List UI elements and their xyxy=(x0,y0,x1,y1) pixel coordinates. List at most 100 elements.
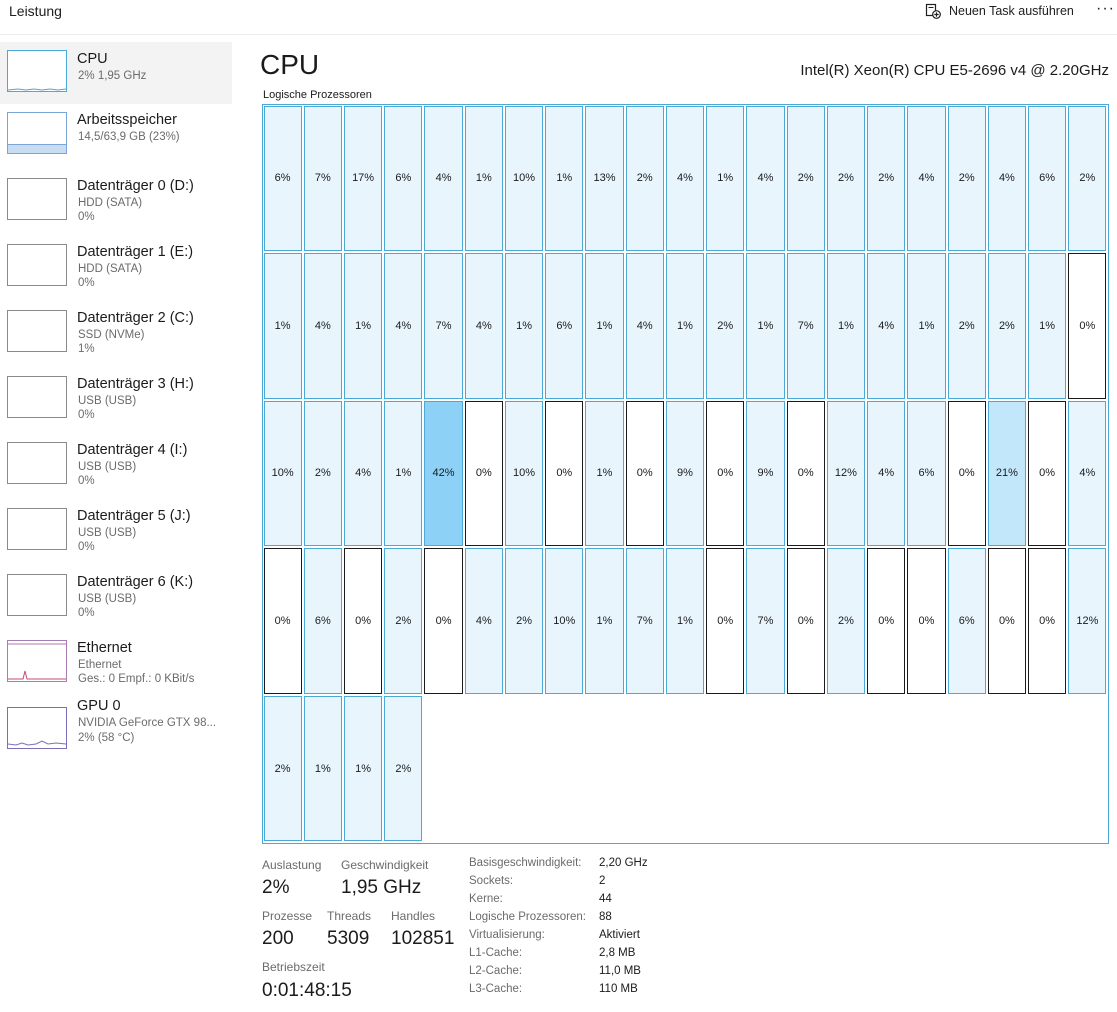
sidebar-item-value: 0% xyxy=(78,607,95,619)
logical-processor-cell: 1% xyxy=(585,400,624,547)
logical-processor-cell: 1% xyxy=(665,548,705,694)
logical-processor-cell: 0% xyxy=(1028,400,1067,547)
sidebar-item-disk-1[interactable]: Datenträger 1 (E:) HDD (SATA) 0% xyxy=(0,235,232,297)
logical-processor-cell: 4% xyxy=(746,105,785,252)
logical-processor-cell: 4% xyxy=(303,253,342,399)
speed-label: Geschwindigkeit xyxy=(341,858,429,872)
spec-value: 110 MB xyxy=(599,983,638,995)
sidebar-item-ethernet[interactable]: Ethernet Ethernet Ges.: 0 Empf.: 0 KBit/s xyxy=(0,631,232,693)
logical-processor-cell: 4% xyxy=(384,253,423,399)
thumbnail-disk-1-graph xyxy=(7,244,67,286)
more-options-button[interactable]: ··· xyxy=(1096,0,1115,17)
logical-processor-cell: 2% xyxy=(826,105,866,252)
sidebar-item-title: Datenträger 5 (J:) xyxy=(77,508,191,524)
sidebar-item-title: GPU 0 xyxy=(77,698,121,714)
logical-processor-cell: 1% xyxy=(343,695,383,842)
logical-processor-cell: 10% xyxy=(263,400,302,547)
sidebar-item-disk-6[interactable]: Datenträger 6 (K:) USB (USB) 0% xyxy=(0,565,232,627)
logical-processor-cell: 10% xyxy=(504,400,544,547)
spec-label: Virtualisierung: xyxy=(469,929,545,941)
sidebar-item-memory[interactable]: Arbeitsspeicher 14,5/63,9 GB (23%) xyxy=(0,103,232,165)
logical-processor-cell: 0% xyxy=(1028,548,1067,694)
spec-value: 44 xyxy=(599,893,612,905)
logical-processor-cell: 9% xyxy=(665,400,705,547)
logical-processor-cell: 1% xyxy=(746,253,785,399)
sidebar-item-disk-2[interactable]: Datenträger 2 (C:) SSD (NVMe) 1% xyxy=(0,301,232,363)
logical-processor-cell: 0% xyxy=(424,548,463,694)
logical-processor-cell: 12% xyxy=(1068,548,1107,694)
logical-processor-cell: 1% xyxy=(907,253,946,399)
sidebar-item-value: 2% (58 °C) xyxy=(78,732,135,744)
logical-processors-label: Logische Prozessoren xyxy=(263,89,372,101)
logical-processor-cell: 0% xyxy=(464,400,503,547)
logical-processor-cell: 0% xyxy=(1068,253,1107,399)
sidebar-item-gpu[interactable]: GPU 0 NVIDIA GeForce GTX 98... 2% (58 °C) xyxy=(0,696,232,758)
sidebar-item-subtitle: USB (USB) xyxy=(78,527,137,539)
logical-processor-cell: 1% xyxy=(1028,253,1067,399)
spec-label: Basisgeschwindigkeit: xyxy=(469,857,582,869)
spec-label: Logische Prozessoren: xyxy=(469,911,586,923)
processes-value: 200 xyxy=(262,928,294,949)
sidebar-item-title: CPU xyxy=(77,51,108,67)
spec-value: Aktiviert xyxy=(599,929,640,941)
logical-processor-cell: 42% xyxy=(424,400,463,547)
thumbnail-disk-0-graph xyxy=(7,178,67,220)
logical-processor-cell: 0% xyxy=(343,548,383,694)
sidebar-item-disk-0[interactable]: Datenträger 0 (D:) HDD (SATA) 0% xyxy=(0,169,232,231)
logical-processor-cell: 2% xyxy=(947,253,986,399)
sidebar-item-subtitle: SSD (NVMe) xyxy=(78,329,145,341)
logical-processor-cell: 1% xyxy=(263,253,302,399)
sidebar-item-disk-3[interactable]: Datenträger 3 (H:) USB (USB) 0% xyxy=(0,367,232,429)
sidebar-item-title: Datenträger 1 (E:) xyxy=(77,244,194,260)
run-new-task-label: Neuen Task ausführen xyxy=(949,4,1074,18)
thumbnail-disk-3-graph xyxy=(7,376,67,418)
sidebar-item-disk-4[interactable]: Datenträger 4 (I:) USB (USB) 0% xyxy=(0,433,232,495)
logical-processor-cell: 0% xyxy=(706,548,745,694)
logical-processor-cell: 21% xyxy=(987,400,1027,547)
logical-processor-cell: 6% xyxy=(384,105,423,252)
sidebar-item-value: 0% xyxy=(78,409,95,421)
logical-processor-cell: 1% xyxy=(706,105,745,252)
logical-processor-cell: 0% xyxy=(987,548,1027,694)
sidebar-item-subtitle: USB (USB) xyxy=(78,395,137,407)
logical-processor-cell: 6% xyxy=(303,548,342,694)
logical-processor-cell: 2% xyxy=(826,548,866,694)
logical-processor-cell: 1% xyxy=(665,253,705,399)
logical-processor-cell: 2% xyxy=(786,105,825,252)
sidebar-item-cpu[interactable]: CPU 2% 1,95 GHz xyxy=(0,42,232,104)
sidebar-item-disk-5[interactable]: Datenträger 5 (J:) USB (USB) 0% xyxy=(0,499,232,561)
logical-processor-cell: 0% xyxy=(867,548,906,694)
sidebar-item-subtitle: 2% 1,95 GHz xyxy=(78,70,147,82)
logical-processor-cell: 0% xyxy=(545,400,584,547)
logical-processor-cell: 6% xyxy=(263,105,302,252)
spec-label: Kerne: xyxy=(469,893,503,905)
logical-processor-cell: 6% xyxy=(1028,105,1067,252)
logical-processor-cell: 0% xyxy=(786,548,825,694)
logical-processor-cell: 2% xyxy=(987,253,1027,399)
logical-processor-cell: 1% xyxy=(384,400,423,547)
logical-processor-cell: 17% xyxy=(343,105,383,252)
logical-processor-cell: 13% xyxy=(585,105,624,252)
logical-processor-cell: 2% xyxy=(384,548,423,694)
thumbnail-cpu-graph xyxy=(7,50,67,92)
logical-processor-cell: 4% xyxy=(464,253,503,399)
sidebar-item-value: 0% xyxy=(78,475,95,487)
sidebar-item-subtitle: Ethernet xyxy=(78,659,122,671)
logical-processor-cell: 6% xyxy=(947,548,986,694)
cpu-title: CPU xyxy=(260,49,320,80)
utilization-label: Auslastung xyxy=(262,858,322,872)
logical-processor-cell: 4% xyxy=(867,400,906,547)
logical-processors-grid: 6% 7% 17% 6% 4% 1% 10% 1% 13% 2% 4% 1% 4% 2% 2% 2% 4% 2% 4… xyxy=(262,104,1109,844)
spec-label: L1-Cache: xyxy=(469,947,523,959)
sidebar-item-subtitle: HDD (SATA) xyxy=(78,197,143,209)
run-new-task-button[interactable]: Neuen Task ausführen xyxy=(925,2,1074,20)
logical-processor-cell: 2% xyxy=(1068,105,1107,252)
sidebar-item-title: Datenträger 0 (D:) xyxy=(77,178,194,194)
logical-processor-cell: 2% xyxy=(706,253,745,399)
logical-processor-cell: 0% xyxy=(907,548,946,694)
logical-processor-cell: 2% xyxy=(625,105,664,252)
sidebar-item-subtitle: HDD (SATA) xyxy=(78,263,143,275)
logical-processor-cell: 6% xyxy=(545,253,584,399)
sidebar-item-value: 0% xyxy=(78,541,95,553)
thumbnail-disk-2-graph xyxy=(7,310,67,352)
